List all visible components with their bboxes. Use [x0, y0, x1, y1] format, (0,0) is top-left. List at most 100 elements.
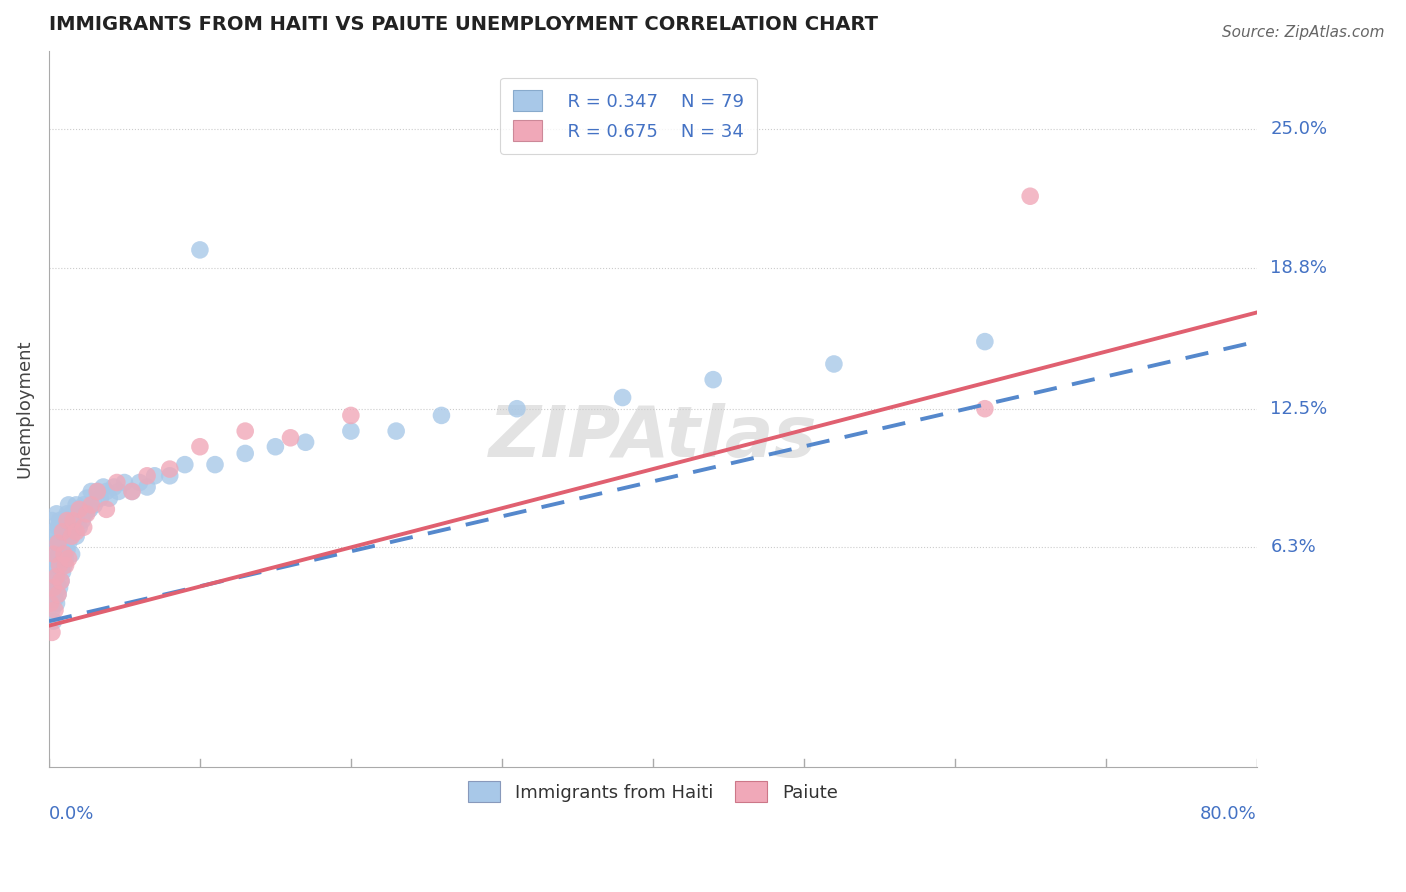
Point: [233, 424, 256, 438]
Point: [48, 558, 70, 573]
Point: [973, 334, 995, 349]
Point: [79, 502, 101, 516]
Point: [114, 475, 136, 490]
Point: [60, 529, 83, 543]
Text: 18.8%: 18.8%: [1271, 259, 1327, 277]
Text: 0.0%: 0.0%: [49, 805, 94, 823]
Point: [973, 401, 995, 416]
Point: [53, 518, 76, 533]
Point: [48, 547, 70, 561]
Point: [62, 520, 84, 534]
Point: [56, 514, 79, 528]
Point: [86, 484, 108, 499]
Point: [42, 524, 65, 539]
Point: [143, 468, 166, 483]
Point: [55, 551, 77, 566]
Point: [60, 507, 83, 521]
Point: [702, 373, 724, 387]
Y-axis label: Unemployment: Unemployment: [15, 340, 32, 478]
Point: [53, 558, 76, 573]
Point: [39, 558, 62, 573]
Point: [41, 603, 63, 617]
Point: [823, 357, 845, 371]
Point: [73, 520, 96, 534]
Point: [39, 596, 62, 610]
Point: [49, 536, 72, 550]
Point: [612, 391, 634, 405]
Point: [105, 475, 128, 490]
Point: [42, 581, 65, 595]
Point: [159, 468, 181, 483]
Point: [65, 498, 87, 512]
Point: [45, 536, 67, 550]
Point: [46, 520, 69, 534]
Point: [45, 569, 67, 583]
Point: [58, 498, 80, 512]
Point: [46, 587, 69, 601]
Point: [42, 547, 65, 561]
Point: [280, 431, 302, 445]
Point: [96, 502, 118, 516]
Point: [44, 529, 66, 543]
Point: [1019, 189, 1042, 203]
Point: [41, 542, 63, 557]
Text: 80.0%: 80.0%: [1199, 805, 1257, 823]
Point: [45, 569, 67, 583]
Point: [121, 484, 143, 499]
Point: [62, 514, 84, 528]
Legend:   R = 0.347    N = 79,   R = 0.675    N = 34: R = 0.347 N = 79, R = 0.675 N = 34: [501, 78, 756, 153]
Point: [75, 507, 97, 521]
Point: [67, 520, 90, 534]
Point: [49, 574, 72, 588]
Point: [51, 524, 73, 539]
Point: [41, 514, 63, 528]
Point: [48, 514, 70, 528]
Point: [204, 458, 226, 472]
Point: [107, 484, 129, 499]
Point: [76, 491, 98, 505]
Point: [41, 625, 63, 640]
Point: [340, 424, 363, 438]
Point: [44, 603, 66, 617]
Point: [76, 507, 98, 521]
Point: [46, 554, 69, 568]
Point: [39, 591, 62, 606]
Point: [83, 498, 105, 512]
Point: [42, 581, 65, 595]
Point: [44, 558, 66, 573]
Point: [264, 440, 287, 454]
Point: [136, 480, 159, 494]
Point: [41, 574, 63, 588]
Point: [188, 243, 211, 257]
Point: [80, 498, 103, 512]
Point: [58, 551, 80, 566]
Point: [173, 458, 195, 472]
Point: [121, 484, 143, 499]
Text: Source: ZipAtlas.com: Source: ZipAtlas.com: [1222, 25, 1385, 40]
Point: [46, 536, 69, 550]
Point: [55, 511, 77, 525]
Text: 6.3%: 6.3%: [1271, 539, 1316, 557]
Point: [49, 574, 72, 588]
Point: [86, 484, 108, 499]
Point: [63, 514, 86, 528]
Point: [53, 547, 76, 561]
Point: [45, 596, 67, 610]
Point: [188, 440, 211, 454]
Point: [233, 446, 256, 460]
Point: [73, 498, 96, 512]
Point: [70, 514, 93, 528]
Point: [42, 614, 65, 628]
Point: [385, 424, 408, 438]
Point: [60, 547, 83, 561]
Text: IMMIGRANTS FROM HAITI VS PAIUTE UNEMPLOYMENT CORRELATION CHART: IMMIGRANTS FROM HAITI VS PAIUTE UNEMPLOY…: [49, 15, 877, 34]
Point: [128, 475, 150, 490]
Point: [430, 409, 453, 423]
Point: [56, 507, 79, 521]
Point: [136, 468, 159, 483]
Point: [45, 507, 67, 521]
Point: [44, 591, 66, 606]
Point: [89, 491, 111, 505]
Point: [65, 529, 87, 543]
Point: [46, 587, 69, 601]
